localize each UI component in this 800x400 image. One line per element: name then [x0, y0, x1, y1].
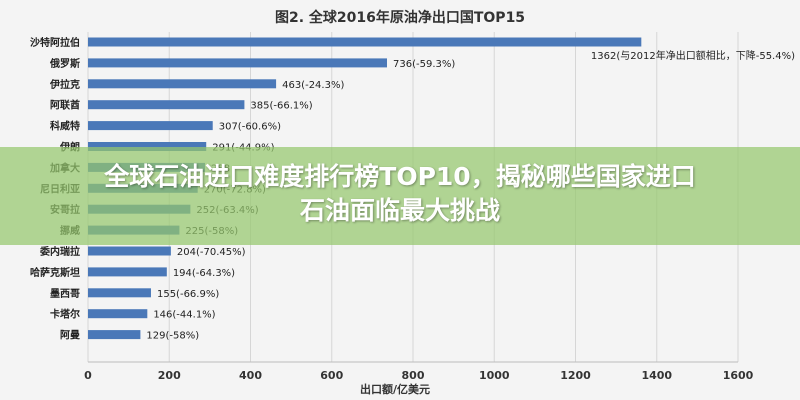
headline-line-2: 石油面临最大挑战 [299, 196, 500, 225]
data-label: 146(-44.1%) [153, 310, 215, 321]
x-tick-label: 1000 [479, 369, 510, 382]
category-label: 阿曼 [60, 330, 80, 342]
x-tick-label: 1600 [723, 369, 754, 382]
category-label: 哈萨克斯坦 [30, 266, 80, 279]
x-tick-label: 600 [320, 369, 343, 382]
x-tick-label: 1200 [560, 369, 591, 382]
x-tick-label: 400 [239, 369, 262, 382]
x-tick-label: 800 [402, 369, 425, 382]
bar [88, 37, 642, 47]
data-label: 129(-58%) [146, 331, 199, 342]
headline-text: 全球石油进口难度排行榜TOP10，揭秘哪些国家进口 石油面临最大挑战 [30, 160, 770, 228]
bar [88, 100, 245, 110]
bar [88, 309, 148, 319]
data-label: 204(-70.45%) [177, 247, 246, 258]
x-tick-label: 1400 [641, 369, 672, 382]
data-label: 155(-66.9%) [157, 289, 219, 300]
category-label: 阿联酋 [50, 99, 80, 112]
category-label: 科威特 [50, 120, 80, 133]
category-label: 伊拉克 [49, 78, 80, 91]
category-label: 沙特阿拉伯 [30, 36, 80, 49]
data-label: 385(-66.1%) [250, 101, 312, 112]
data-label: 307(-60.6%) [219, 122, 281, 133]
x-axis-label: 出口额/亿美元 [360, 382, 430, 396]
data-label: 194(-64.3%) [173, 268, 235, 279]
chart-title: 图2. 全球2016年原油净出口国TOP15 [275, 9, 525, 26]
data-label: 736(-59.3%) [393, 59, 455, 70]
bar [88, 142, 207, 151]
bar [88, 121, 213, 131]
data-label: 463(-24.3%) [282, 80, 344, 91]
headline-banner [0, 147, 800, 245]
bar [88, 246, 171, 256]
x-tick-label: 0 [84, 369, 92, 382]
headline-line-1: 全球石油进口难度排行榜TOP10，揭秘哪些国家进口 [104, 162, 696, 191]
category-label: 墨西哥 [50, 288, 80, 300]
bar [88, 79, 277, 89]
bar [88, 58, 387, 68]
x-tick-label: 200 [158, 369, 181, 382]
category-label: 卡塔尔 [50, 308, 80, 321]
category-label: 委内瑞拉 [39, 245, 80, 258]
data-label: 1362(与2012年净出口额相比，下降-55.4%) [591, 49, 795, 62]
bar [88, 330, 141, 340]
category-label: 俄罗斯 [49, 57, 80, 70]
bar [88, 288, 151, 298]
bar [88, 267, 167, 277]
